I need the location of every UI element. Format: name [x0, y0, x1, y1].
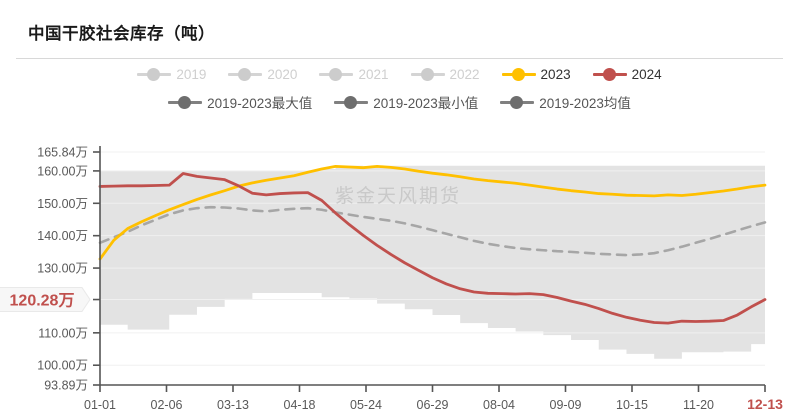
- x-axis-label: 09-09: [550, 398, 582, 412]
- legend-item-2024[interactable]: 2024: [592, 66, 662, 82]
- legend-label: 2024: [631, 66, 662, 82]
- x-axis-label-highlight: 12-13: [747, 396, 783, 412]
- legend-label: 2020: [267, 66, 298, 82]
- axes: [93, 146, 766, 392]
- legend-row-stats: 2019-2023最大值 2019-2023最小值 2019-2023均值: [0, 88, 799, 116]
- legend-row-years: 2019 2020 2021 2022 2023 2024: [0, 60, 799, 88]
- legend-marker-icon: [410, 66, 445, 82]
- y-axis-label: 150.00万: [37, 197, 88, 211]
- legend-item-2022[interactable]: 2022: [410, 66, 480, 82]
- legend-marker-icon: [137, 66, 172, 82]
- legend-item-2020[interactable]: 2020: [228, 66, 297, 82]
- y-highlight-value-label: 120.28万: [10, 293, 75, 310]
- series-line-2023: [98, 164, 767, 261]
- series-line-2024: [98, 172, 767, 325]
- x-axis-label: 06-29: [417, 398, 449, 412]
- x-axis-labels: 01-01 02-06 03-13 04-18 05-24 06-29 08-04 09-09…: [84, 396, 783, 412]
- legend-item-2021[interactable]: 2021: [319, 66, 389, 82]
- legend-marker-icon: [168, 94, 203, 110]
- watermark-text: 紫金天风期货: [335, 185, 461, 207]
- legend-label: 2019-2023均值: [539, 96, 631, 111]
- legend-label: 2022: [449, 66, 480, 82]
- y-axis-label: 130.00万: [37, 262, 88, 276]
- legend-label: 2019: [176, 66, 207, 82]
- series-lines: [98, 164, 767, 325]
- legend-item-2019-2023均值[interactable]: 2019-2023均值: [500, 92, 631, 112]
- minmax-band-area: [100, 165, 765, 359]
- x-axis-label: 02-06: [151, 398, 183, 412]
- legend-item-2023[interactable]: 2023: [501, 66, 571, 82]
- legend-label: 2019-2023最小值: [373, 96, 479, 111]
- legend-label: 2023: [540, 66, 571, 82]
- chart-legend: 2019 2020 2021 2022 2023 2024 2019-2023最大值 201…: [0, 60, 799, 116]
- legend-marker-icon: [334, 94, 369, 110]
- series-line-2019-2023均值: [98, 205, 767, 257]
- legend-marker-icon: [228, 66, 263, 82]
- y-axis-label: 100.00万: [37, 359, 88, 373]
- legend-marker-icon: [500, 94, 535, 110]
- x-axis-label: 08-04: [483, 398, 515, 412]
- y-axis-labels: 165.84万 160.00万 150.00万 140.00万 130.00万 110.0…: [37, 146, 88, 393]
- y-axis-label: 93.89万: [44, 379, 88, 393]
- watermark: 紫金天风期货: [335, 185, 461, 207]
- legend-marker-icon: [501, 66, 536, 82]
- y-axis-label: 110.00万: [38, 326, 88, 340]
- x-axis-label: 03-13: [217, 398, 249, 412]
- legend-item-2019[interactable]: 2019: [137, 66, 206, 82]
- line-chart-svg: 紫金天风期货 165.84万 160.00万 150.00万 140.00万 130.0…: [0, 146, 783, 412]
- x-axis-label: 11-20: [683, 398, 714, 412]
- y-highlight-tag-background: [0, 287, 91, 313]
- legend-marker-icon: [592, 66, 627, 82]
- legend-item-2019-2023最大值[interactable]: 2019-2023最大值: [168, 92, 312, 112]
- legend-item-2019-2023最小值[interactable]: 2019-2023最小值: [334, 92, 478, 112]
- minmax-band: [100, 165, 765, 359]
- x-axis-label: 04-18: [284, 398, 316, 412]
- legend-marker-icon: [319, 66, 354, 82]
- y-axis-label: 160.00万: [37, 164, 88, 178]
- x-axis-label: 01-01: [84, 398, 116, 412]
- title-divider: [16, 58, 783, 59]
- y-axis-label: 165.84万: [37, 146, 88, 160]
- y-axis-highlight-marker: 120.28万: [0, 287, 91, 313]
- legend-label: 2021: [358, 66, 389, 82]
- y-axis-label: 140.00万: [37, 229, 88, 243]
- x-axis-label: 05-24: [350, 398, 382, 412]
- plot-area: 紫金天风期货 165.84万 160.00万 150.00万 140.00万 130.0…: [0, 130, 799, 420]
- legend-label: 2019-2023最大值: [207, 96, 313, 111]
- x-axis-label: 10-15: [616, 398, 648, 412]
- page-title: 中国干胶社会库存（吨）: [28, 24, 215, 43]
